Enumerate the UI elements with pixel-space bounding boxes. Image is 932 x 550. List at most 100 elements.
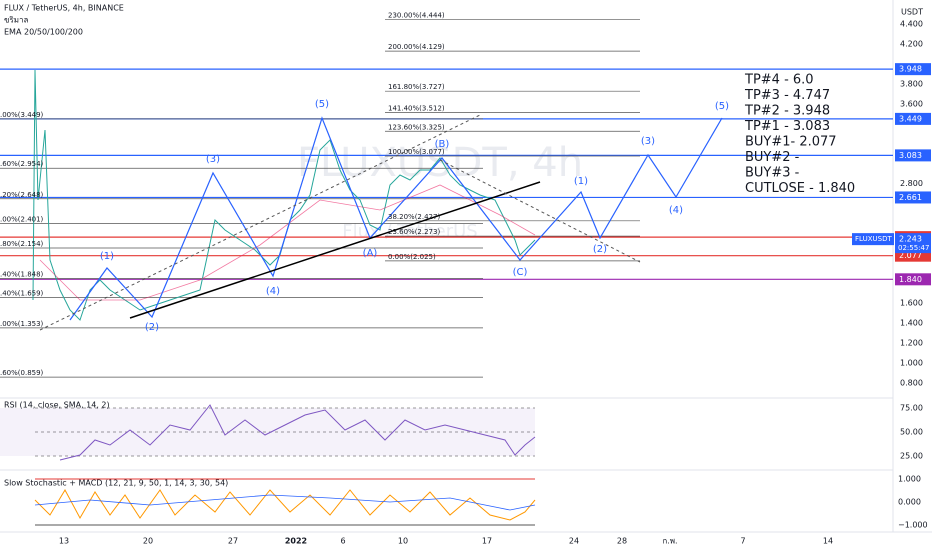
current-price: [895, 233, 931, 254]
fib-label: .80%(2.154): [0, 240, 44, 248]
fib-label: 38.20%(2.427): [388, 213, 440, 221]
trendline-dashed: [439, 159, 641, 263]
price-marker-label: 1.840: [899, 275, 922, 284]
rsi-tick-label: 25.00: [900, 452, 923, 461]
time-tick-label: 7: [740, 537, 745, 546]
fib-label: .20%(2.648): [0, 191, 44, 199]
target-label: CUTLOSE - 1.840: [745, 181, 855, 196]
wave-label: (B): [435, 139, 450, 150]
fib-label: 0.00%(2.025): [388, 253, 436, 261]
wave-label: (2): [593, 244, 607, 255]
trendline: [129, 181, 541, 319]
price-marker-label: 3.948: [899, 65, 922, 74]
price-marker-label: 2.661: [899, 193, 922, 202]
stoch-tick-label: 0.000: [898, 498, 921, 507]
price-tick-label: 1.000: [900, 359, 923, 368]
wave-label: (5): [715, 101, 729, 112]
fib-label: .60%(2.954): [0, 160, 44, 168]
target-label: BUY#3 -: [745, 166, 800, 181]
target-label: BUY#2 -: [745, 150, 800, 165]
price-tick-label: 4.400: [900, 20, 923, 29]
fib-label: 141.40%(3.512): [388, 105, 445, 113]
indicator-label: EMA 20/50/100/200: [4, 28, 83, 37]
fib-label: 100.00%(3.077): [388, 148, 445, 156]
time-tick-label: 6: [340, 537, 345, 546]
time-tick-label: 14: [823, 537, 833, 546]
fib-label: 161.80%(3.727): [388, 83, 445, 91]
currency-label: USDT: [901, 8, 923, 17]
time-tick-label: 27: [228, 537, 238, 546]
rsi-tick-label: 75.00: [900, 404, 923, 413]
wave-label: (1): [100, 251, 114, 262]
price-marker: [895, 191, 931, 204]
stoch-title: Slow Stochastic + MACD (12, 21, 9, 50, 1…: [4, 479, 228, 488]
fib-label: 23.60%(2.273): [388, 228, 440, 236]
fib-label: .40%(1.659): [0, 289, 44, 297]
wave-label: (3): [641, 136, 655, 147]
price-path: [32, 69, 536, 321]
price-tick-label: 0.800: [900, 379, 923, 388]
price-tick-label: 3.800: [900, 79, 923, 88]
wave-label: (4): [669, 205, 683, 216]
fib-label: .00%(1.353): [0, 320, 44, 328]
price-marker: [895, 112, 931, 125]
price-marker-label: 3.083: [899, 151, 922, 160]
wave-label: (3): [206, 154, 220, 165]
price-tick-label: 1.600: [900, 299, 923, 308]
time-tick-label: 10: [398, 537, 408, 546]
rsi-title: RSI (14, close, SMA, 14, 2): [4, 401, 110, 410]
price-marker: [895, 273, 931, 286]
fib-label: .60%(0.859): [0, 369, 44, 377]
stoch-tick-label: −1.000: [898, 521, 928, 530]
fib-label: 230.00%(4.444): [388, 12, 445, 20]
symbol-tag: [852, 233, 894, 246]
price-tick-label: 3.600: [900, 99, 923, 108]
time-tick-label: 28: [617, 537, 627, 546]
fib-label: .40%(1.848): [0, 271, 44, 279]
time-tick-label: 24: [569, 537, 579, 546]
target-label: BUY#1- 2.077: [745, 135, 837, 150]
header-line: ขริมาล: [4, 16, 29, 25]
price-tick-label: 4.200: [900, 40, 923, 49]
stoch-tick-label: 1.000: [898, 475, 921, 484]
target-label: TP#1 - 3.083: [744, 119, 830, 134]
price-tick-label: 2.800: [900, 179, 923, 188]
symbol-title: FLUX / TetherUS, 4h, BINANCE: [4, 4, 124, 13]
wave-label: (5): [315, 99, 329, 110]
rsi-tick-label: 50.00: [900, 428, 923, 437]
rsi-band: [0, 408, 535, 456]
target-label: TP#3 - 4.747: [744, 88, 830, 103]
time-tick-label: 13: [59, 537, 69, 546]
macd-line: [34, 494, 536, 511]
fib-label: .00%(2.401): [0, 215, 44, 223]
time-tick-label: ก.พ.: [662, 537, 677, 546]
fib-label: .00%(3.449): [0, 111, 44, 119]
trendline-dashed: [39, 114, 481, 331]
price-marker: [895, 149, 931, 162]
wave-label: (1): [574, 176, 588, 187]
wave-label: (2): [145, 322, 159, 333]
price-tick-label: 1.200: [900, 339, 923, 348]
price-tick-label: 1.400: [900, 319, 923, 328]
current-price-label: 2.243: [899, 235, 922, 244]
target-label: TP#4 - 6.0: [744, 73, 814, 88]
price-marker: [895, 63, 931, 76]
stoch-line: [34, 488, 536, 521]
time-tick-label: 20: [143, 537, 153, 546]
time-tick-label: 2022: [285, 537, 307, 546]
price-marker-label: 3.449: [899, 114, 922, 123]
time-tick-label: 17: [482, 537, 492, 546]
symbol-tag-label: FLUXUSDT: [855, 235, 892, 243]
countdown: 02:55:47: [898, 244, 929, 252]
wave-path: [69, 116, 723, 321]
wave-label: (A): [363, 248, 378, 259]
wave-label: (4): [266, 286, 280, 297]
target-label: TP#2 - 3.948: [744, 104, 830, 119]
price-marker-label: 2.077: [899, 251, 922, 260]
fib-label: 123.60%(3.325): [388, 123, 445, 131]
wave-label: (C): [513, 267, 528, 278]
fib-label: 200.00%(4.129): [388, 43, 445, 51]
rsi-line: [59, 404, 536, 461]
